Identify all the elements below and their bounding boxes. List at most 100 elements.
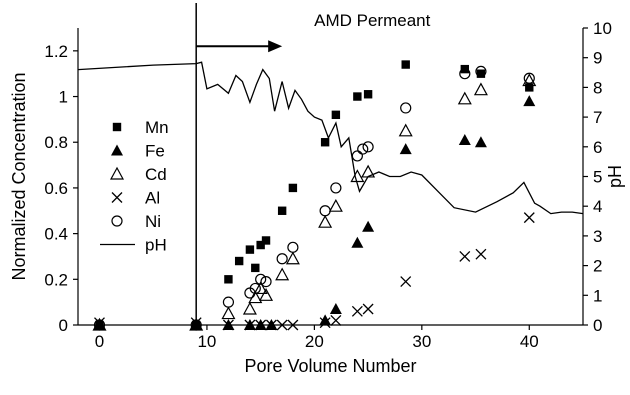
x-tick-label: 30	[412, 332, 431, 351]
y2-tick-label: 8	[593, 78, 602, 97]
fe-point	[362, 220, 375, 232]
y2-tick-label: 9	[593, 49, 602, 68]
axes: 0 10 20 30 40 0 0.2 0.4 0.6 0.8 1 1.2 0 1 2 3 4 5 6 7 8 9 10 Po…	[9, 19, 625, 376]
legend-mn-marker	[112, 122, 122, 132]
mn-point	[251, 263, 260, 273]
mn-point	[277, 206, 287, 215]
mn-point	[261, 236, 271, 245]
fe-point	[329, 303, 342, 315]
y2-tick-label: 10	[593, 19, 612, 38]
y-tick-label: 0	[59, 316, 68, 335]
y-tick-label: 0.6	[44, 179, 68, 198]
al-point	[330, 314, 342, 326]
cd-point	[285, 251, 300, 265]
legend-ph-label: pH	[145, 236, 167, 255]
legend-fe-label: Fe	[145, 142, 165, 161]
cd-point	[328, 198, 343, 212]
cd-point	[259, 288, 274, 301]
al-point	[276, 319, 288, 331]
al-point	[265, 319, 277, 331]
al-point	[362, 303, 374, 315]
x-tick-label: 0	[95, 332, 104, 351]
y-tick-label: 0.4	[44, 225, 68, 244]
ni-point	[330, 182, 342, 194]
y2-axis-title: pH	[605, 165, 625, 188]
y-tick-label: 1	[59, 88, 68, 107]
x-tick-label: 40	[520, 332, 539, 351]
al-point	[287, 319, 299, 331]
al-point	[400, 276, 412, 288]
ph-line	[77, 61, 584, 215]
y-tick-label: 0.8	[44, 133, 68, 152]
fe-point	[351, 236, 364, 248]
mn-point	[401, 60, 410, 69]
cd-point	[457, 91, 472, 105]
x-tick-label: 10	[197, 332, 216, 351]
legend-ni-marker	[111, 215, 123, 227]
mn-point	[245, 245, 255, 254]
ni-point	[93, 319, 106, 331]
fe-point	[523, 95, 536, 107]
legend-mn-label: Mn	[145, 118, 169, 137]
y2-tick-label: 4	[593, 197, 602, 216]
cd-point	[275, 267, 290, 281]
y2-tick-label: 7	[593, 108, 602, 127]
ni-point	[249, 282, 261, 295]
al-point	[523, 212, 535, 224]
mn-point	[320, 138, 330, 147]
cd-point	[221, 306, 236, 320]
mn-point	[331, 110, 341, 120]
al-point	[94, 317, 105, 329]
ni-point	[351, 150, 363, 162]
fe-point	[319, 314, 332, 326]
cd-point	[253, 281, 268, 295]
cd-point	[361, 164, 376, 178]
mn-point	[363, 90, 373, 99]
legend: Mn Fe Cd Al Ni pH	[100, 118, 169, 255]
y2-tick-label: 5	[593, 168, 602, 187]
ni-point	[287, 241, 299, 253]
y-tick-label: 1.2	[44, 42, 68, 61]
legend-al-marker	[111, 192, 123, 203]
y2-tick-label: 2	[593, 257, 602, 276]
al-point	[319, 317, 331, 329]
mn-point	[256, 240, 265, 250]
annotation: AMD Permeant	[195, 3, 431, 325]
ni-point	[276, 253, 288, 265]
al-point	[255, 319, 267, 331]
mn-point	[224, 275, 233, 284]
legend-cd-marker	[109, 166, 125, 180]
mn-point	[525, 83, 534, 92]
mn-point	[476, 69, 486, 78]
y2-tick-label: 0	[593, 316, 602, 335]
y-tick-label: 0.2	[44, 270, 68, 289]
cd-point	[318, 214, 333, 228]
y2-tick-label: 3	[593, 227, 602, 246]
cd-point	[398, 123, 413, 137]
ph-series	[77, 61, 584, 215]
mn-point	[288, 183, 298, 193]
ni-point	[400, 102, 412, 114]
al-point	[244, 319, 256, 331]
ni-point	[255, 273, 267, 285]
ni-point	[357, 143, 369, 155]
x-tick-label: 20	[305, 332, 324, 351]
ni-point	[523, 72, 535, 84]
ni-point	[319, 205, 331, 217]
fe-point	[93, 319, 106, 330]
fe-point	[458, 133, 471, 145]
y2-tick-label: 1	[593, 286, 602, 305]
y-axis-title: Normalized Concentration	[9, 72, 29, 280]
fe-point	[399, 143, 412, 155]
mn-point	[353, 92, 362, 101]
permeant-label: AMD Permeant	[314, 11, 430, 30]
ni-point	[475, 65, 487, 78]
legend-al-label: Al	[145, 189, 160, 208]
legend-ni-label: Ni	[145, 212, 161, 231]
x-axis-title: Pore Volume Number	[244, 356, 416, 376]
ni-point	[362, 141, 374, 153]
cd-point	[473, 82, 488, 96]
permeant-arrowhead	[268, 40, 283, 53]
ni-point	[222, 296, 235, 308]
